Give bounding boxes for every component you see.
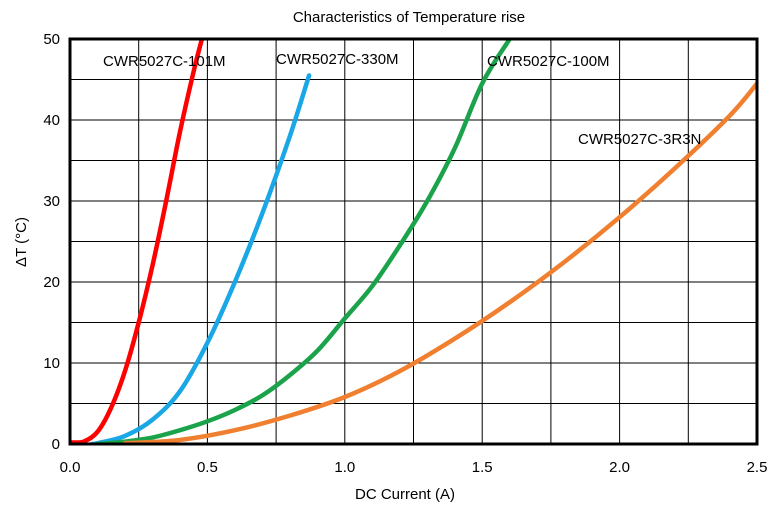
series-line-3 (95, 39, 512, 444)
series-labels: CWR5027C-101M CWR5027C-330M CWR5027C-100M C… (103, 51, 701, 148)
series-group (70, 39, 757, 444)
x-tick-label: 1.0 (334, 459, 355, 476)
grid-lines (70, 39, 757, 444)
x-tick-labels: 0.0 0.5 1.0 1.5 2.0 2.5 (60, 459, 768, 476)
x-tick-label: 0.0 (60, 459, 81, 476)
series-label-1: CWR5027C-101M (103, 53, 226, 70)
y-tick-label: 20 (43, 274, 60, 291)
y-tick-label: 10 (43, 355, 60, 372)
chart-title: Characteristics of Temperature rise (293, 9, 525, 26)
y-tick-label: 0 (52, 436, 60, 453)
y-tick-label: 50 (43, 31, 60, 48)
y-tick-labels: 0 10 20 30 40 50 (43, 31, 60, 453)
series-label-3: CWR5027C-100M (487, 53, 610, 70)
series-line-2 (89, 73, 312, 444)
series-line-4 (122, 81, 757, 444)
plot-border (68, 37, 759, 446)
series-label-2: CWR5027C-330M (276, 51, 399, 68)
x-tick-label: 1.5 (472, 459, 493, 476)
series-label-4: CWR5027C-3R3N (578, 131, 701, 148)
x-tick-label: 2.0 (609, 459, 630, 476)
series-line-1 (70, 39, 205, 444)
y-tick-label: 30 (43, 193, 60, 210)
y-axis-label: ΔT (°C) (13, 217, 30, 267)
y-tick-label: 40 (43, 112, 60, 129)
x-tick-label: 2.5 (747, 459, 768, 476)
x-tick-label: 0.5 (197, 459, 218, 476)
x-axis-label: DC Current (A) (355, 486, 455, 503)
